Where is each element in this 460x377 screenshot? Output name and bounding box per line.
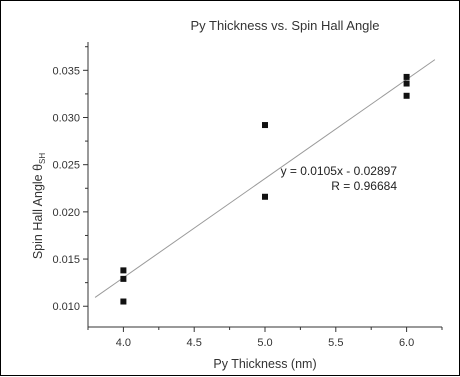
y-axis-label-subscript: SH — [38, 153, 47, 164]
data-point — [404, 74, 410, 80]
data-point — [404, 93, 410, 99]
data-point — [120, 267, 126, 273]
data-point — [120, 276, 126, 282]
x-tick-label: 4.5 — [187, 337, 202, 349]
y-axis-label: Spin Hall Angle θSH — [31, 153, 47, 260]
data-point — [404, 81, 410, 87]
y-tick-label: 0.025 — [52, 160, 80, 172]
x-tick-label: 5.5 — [328, 337, 343, 349]
y-tick-label: 0.015 — [52, 254, 80, 266]
x-tick-label: 5.0 — [257, 337, 272, 349]
y-tick-label: 0.010 — [52, 301, 80, 313]
data-point — [262, 122, 268, 128]
y-tick-label: 0.035 — [52, 65, 80, 77]
data-point — [262, 194, 268, 200]
chart-title: Py Thickness vs. Spin Hall Angle — [190, 18, 379, 33]
y-axis-label-main: Spin Hall Angle θ — [31, 164, 45, 259]
y-tick-label: 0.020 — [52, 207, 80, 219]
x-axis-label: Py Thickness (nm) — [213, 357, 316, 371]
tick-labels: 4.0 4.5 5.0 5.5 6.0 0.010 0.015 0.020 0.025 0.030… — [52, 65, 414, 349]
data-point — [120, 299, 126, 305]
x-tick-label: 6.0 — [399, 337, 414, 349]
fit-equation: y = 0.0105x - 0.02897 — [281, 164, 398, 178]
y-tick-label: 0.030 — [52, 112, 80, 124]
fit-r-value: R = 0.96684 — [331, 179, 397, 193]
x-tick-label: 4.0 — [116, 337, 131, 349]
